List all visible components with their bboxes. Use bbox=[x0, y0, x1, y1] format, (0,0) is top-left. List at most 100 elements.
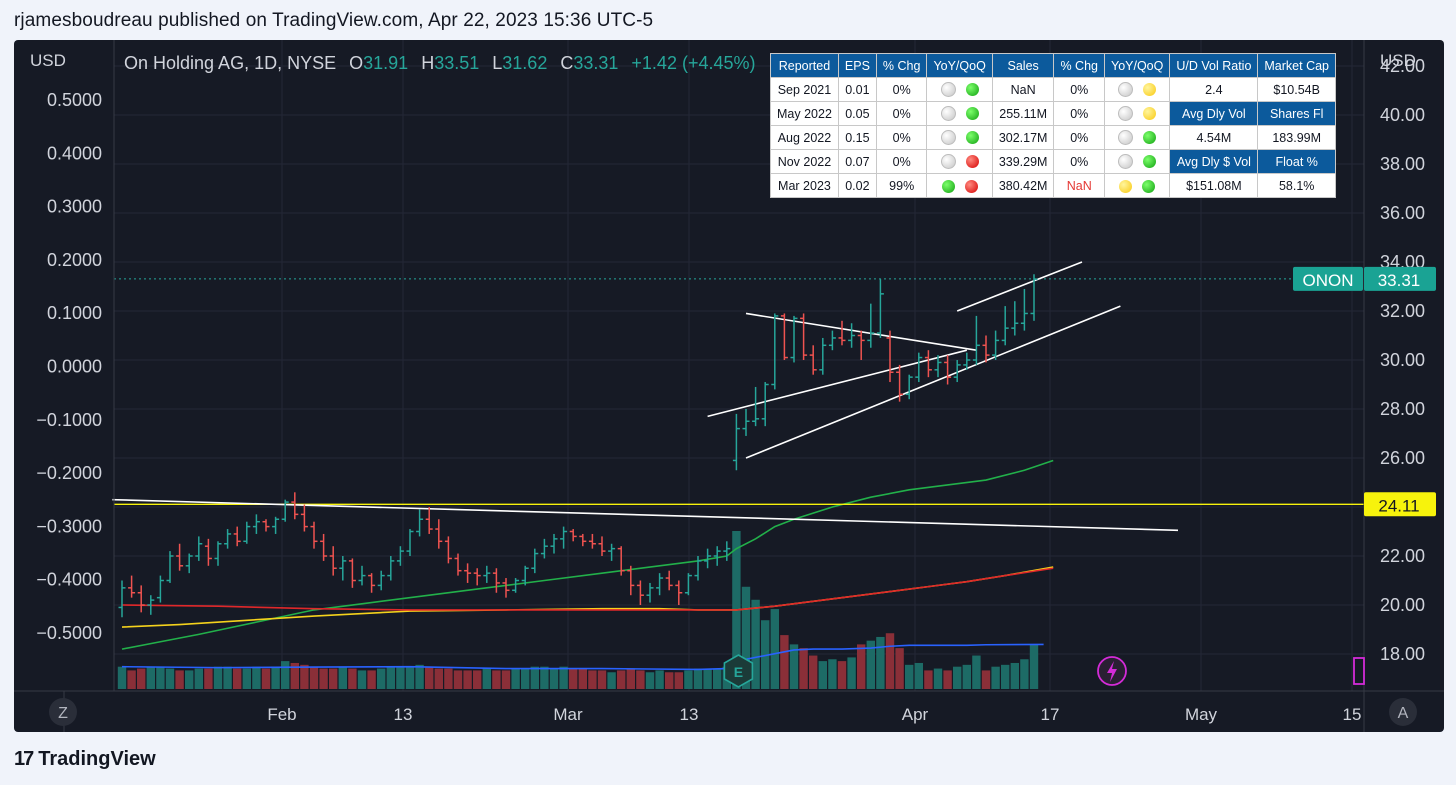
auto-scale-button[interactable]: A bbox=[1398, 705, 1409, 722]
ohlc-bar[interactable] bbox=[512, 578, 520, 593]
ohlc-bar[interactable] bbox=[339, 556, 347, 581]
ohlc-bar[interactable] bbox=[224, 529, 232, 549]
price-chart[interactable]: 0.5000 0.4000 0.3000 0.2000 0.1000 0.0000 −0.1… bbox=[14, 40, 1444, 732]
ohlc-bar[interactable] bbox=[358, 565, 366, 586]
ohlc-bar[interactable] bbox=[233, 526, 241, 547]
ohlc-bar[interactable] bbox=[924, 350, 932, 378]
trendlines[interactable] bbox=[112, 261, 1179, 532]
ohlc-bar[interactable] bbox=[723, 541, 731, 561]
ohlc-bar[interactable] bbox=[492, 568, 500, 593]
ohlc-bar[interactable] bbox=[800, 313, 808, 360]
ohlc-bar[interactable] bbox=[348, 558, 356, 588]
ohlc-bar[interactable] bbox=[838, 320, 846, 346]
ohlc-bar[interactable] bbox=[627, 565, 635, 596]
ohlc-bar[interactable] bbox=[617, 546, 625, 576]
ohlc-bar[interactable] bbox=[828, 330, 836, 351]
ohlc-bar[interactable] bbox=[166, 551, 174, 583]
ohlc-bar[interactable] bbox=[204, 538, 212, 566]
ohlc-bar[interactable] bbox=[675, 580, 683, 606]
ohlc-bar[interactable] bbox=[742, 409, 750, 436]
chart-panel[interactable]: 0.5000 0.4000 0.3000 0.2000 0.1000 0.0000 −0.1… bbox=[14, 40, 1444, 732]
ohlc-bar[interactable] bbox=[944, 355, 952, 385]
ohlc-bar[interactable] bbox=[396, 546, 404, 566]
ohlc-bar[interactable] bbox=[185, 553, 193, 574]
ohlc-bar[interactable] bbox=[473, 568, 481, 586]
ohlc-bar[interactable] bbox=[713, 546, 721, 566]
ohlc-bar[interactable] bbox=[137, 585, 145, 613]
ohlc-bar[interactable] bbox=[876, 279, 884, 338]
ohlc-bar[interactable] bbox=[982, 335, 990, 363]
ohlc-bar[interactable] bbox=[300, 504, 308, 532]
ohlc-bar[interactable] bbox=[425, 507, 433, 534]
trendline[interactable] bbox=[112, 498, 1179, 532]
ohlc-bar[interactable] bbox=[905, 374, 913, 400]
ohlc-bar[interactable] bbox=[790, 315, 798, 363]
ohlc-bar[interactable] bbox=[444, 536, 452, 564]
ohlc-bar[interactable] bbox=[368, 573, 376, 593]
ohlc-bar[interactable] bbox=[886, 330, 894, 383]
ohlc-bar[interactable] bbox=[176, 543, 184, 571]
ohlc-bar[interactable] bbox=[406, 529, 414, 556]
ohlc-bar[interactable] bbox=[252, 514, 260, 534]
ohlc-bar[interactable] bbox=[569, 529, 577, 542]
ohlc-bar[interactable] bbox=[646, 582, 654, 603]
ohlc-bar[interactable] bbox=[483, 565, 491, 583]
ohlc-bar[interactable] bbox=[214, 541, 222, 566]
ohlc-bar[interactable] bbox=[1030, 274, 1038, 321]
ohlc-bar[interactable] bbox=[780, 313, 788, 360]
trendline[interactable] bbox=[956, 261, 1083, 312]
ohlc-bar[interactable] bbox=[560, 526, 568, 549]
ohlc-bar[interactable] bbox=[147, 595, 155, 615]
ohlc-bar[interactable] bbox=[118, 580, 126, 618]
ohlc-bar[interactable] bbox=[598, 536, 606, 556]
ohlc-bar[interactable] bbox=[934, 355, 942, 378]
ohlc-bar[interactable] bbox=[896, 364, 904, 402]
ohlc-bar[interactable] bbox=[704, 548, 712, 569]
ohlc-bar[interactable] bbox=[857, 330, 865, 360]
ohlc-bar[interactable] bbox=[752, 386, 760, 427]
ohlc-bar[interactable] bbox=[387, 556, 395, 581]
ohlc-bar[interactable] bbox=[291, 492, 299, 520]
ohlc-bar[interactable] bbox=[771, 313, 779, 390]
ohlc-bar[interactable] bbox=[550, 533, 558, 554]
ohlc-bar[interactable] bbox=[1011, 301, 1019, 336]
ohlc-bars[interactable] bbox=[118, 274, 1038, 618]
ohlc-bar[interactable] bbox=[665, 570, 673, 591]
ohlc-bar[interactable] bbox=[262, 519, 270, 532]
ohlc-bar[interactable] bbox=[540, 538, 548, 559]
ohlc-bar[interactable] bbox=[636, 580, 644, 606]
ohlc-bar[interactable] bbox=[243, 521, 251, 544]
ohlc-bar[interactable] bbox=[732, 413, 740, 471]
ohlc-bar[interactable] bbox=[809, 345, 817, 375]
ohlc-bar[interactable] bbox=[435, 519, 443, 549]
ohlc-bar[interactable] bbox=[848, 323, 856, 348]
tradingview-logo[interactable]: 17 TradingView bbox=[14, 748, 156, 771]
zoom-button[interactable]: Z bbox=[58, 705, 68, 722]
ohlc-bar[interactable] bbox=[1001, 306, 1009, 346]
ohlc-bar[interactable] bbox=[521, 565, 529, 586]
ohlc-bar[interactable] bbox=[310, 521, 318, 549]
ohlc-bar[interactable] bbox=[588, 533, 596, 549]
trendline[interactable] bbox=[707, 349, 967, 418]
ohlc-bar[interactable] bbox=[963, 352, 971, 370]
ohlc-bar[interactable] bbox=[915, 352, 923, 383]
ohlc-bar[interactable] bbox=[156, 575, 164, 603]
ohlc-bar[interactable] bbox=[972, 315, 980, 365]
ohlc-bar[interactable] bbox=[531, 548, 539, 574]
ohlc-bar[interactable] bbox=[579, 533, 587, 547]
ohlc-bar[interactable] bbox=[502, 578, 510, 598]
ohlc-bar[interactable] bbox=[1020, 288, 1028, 331]
ohlc-bar[interactable] bbox=[272, 516, 280, 534]
ohlc-bar[interactable] bbox=[867, 303, 875, 348]
ohlc-bar[interactable] bbox=[195, 536, 203, 561]
ohlc-bar[interactable] bbox=[320, 533, 328, 561]
ohlc-bar[interactable] bbox=[953, 360, 961, 383]
ohlc-bar[interactable] bbox=[819, 337, 827, 375]
ohlc-bar[interactable] bbox=[656, 573, 664, 596]
ohlc-bar[interactable] bbox=[377, 570, 385, 591]
ohlc-bar[interactable] bbox=[464, 563, 472, 583]
ohlc-bar[interactable] bbox=[281, 499, 289, 522]
trendline[interactable] bbox=[745, 305, 1121, 459]
ohlc-bar[interactable] bbox=[329, 546, 337, 576]
ohlc-bar[interactable] bbox=[992, 330, 1000, 360]
